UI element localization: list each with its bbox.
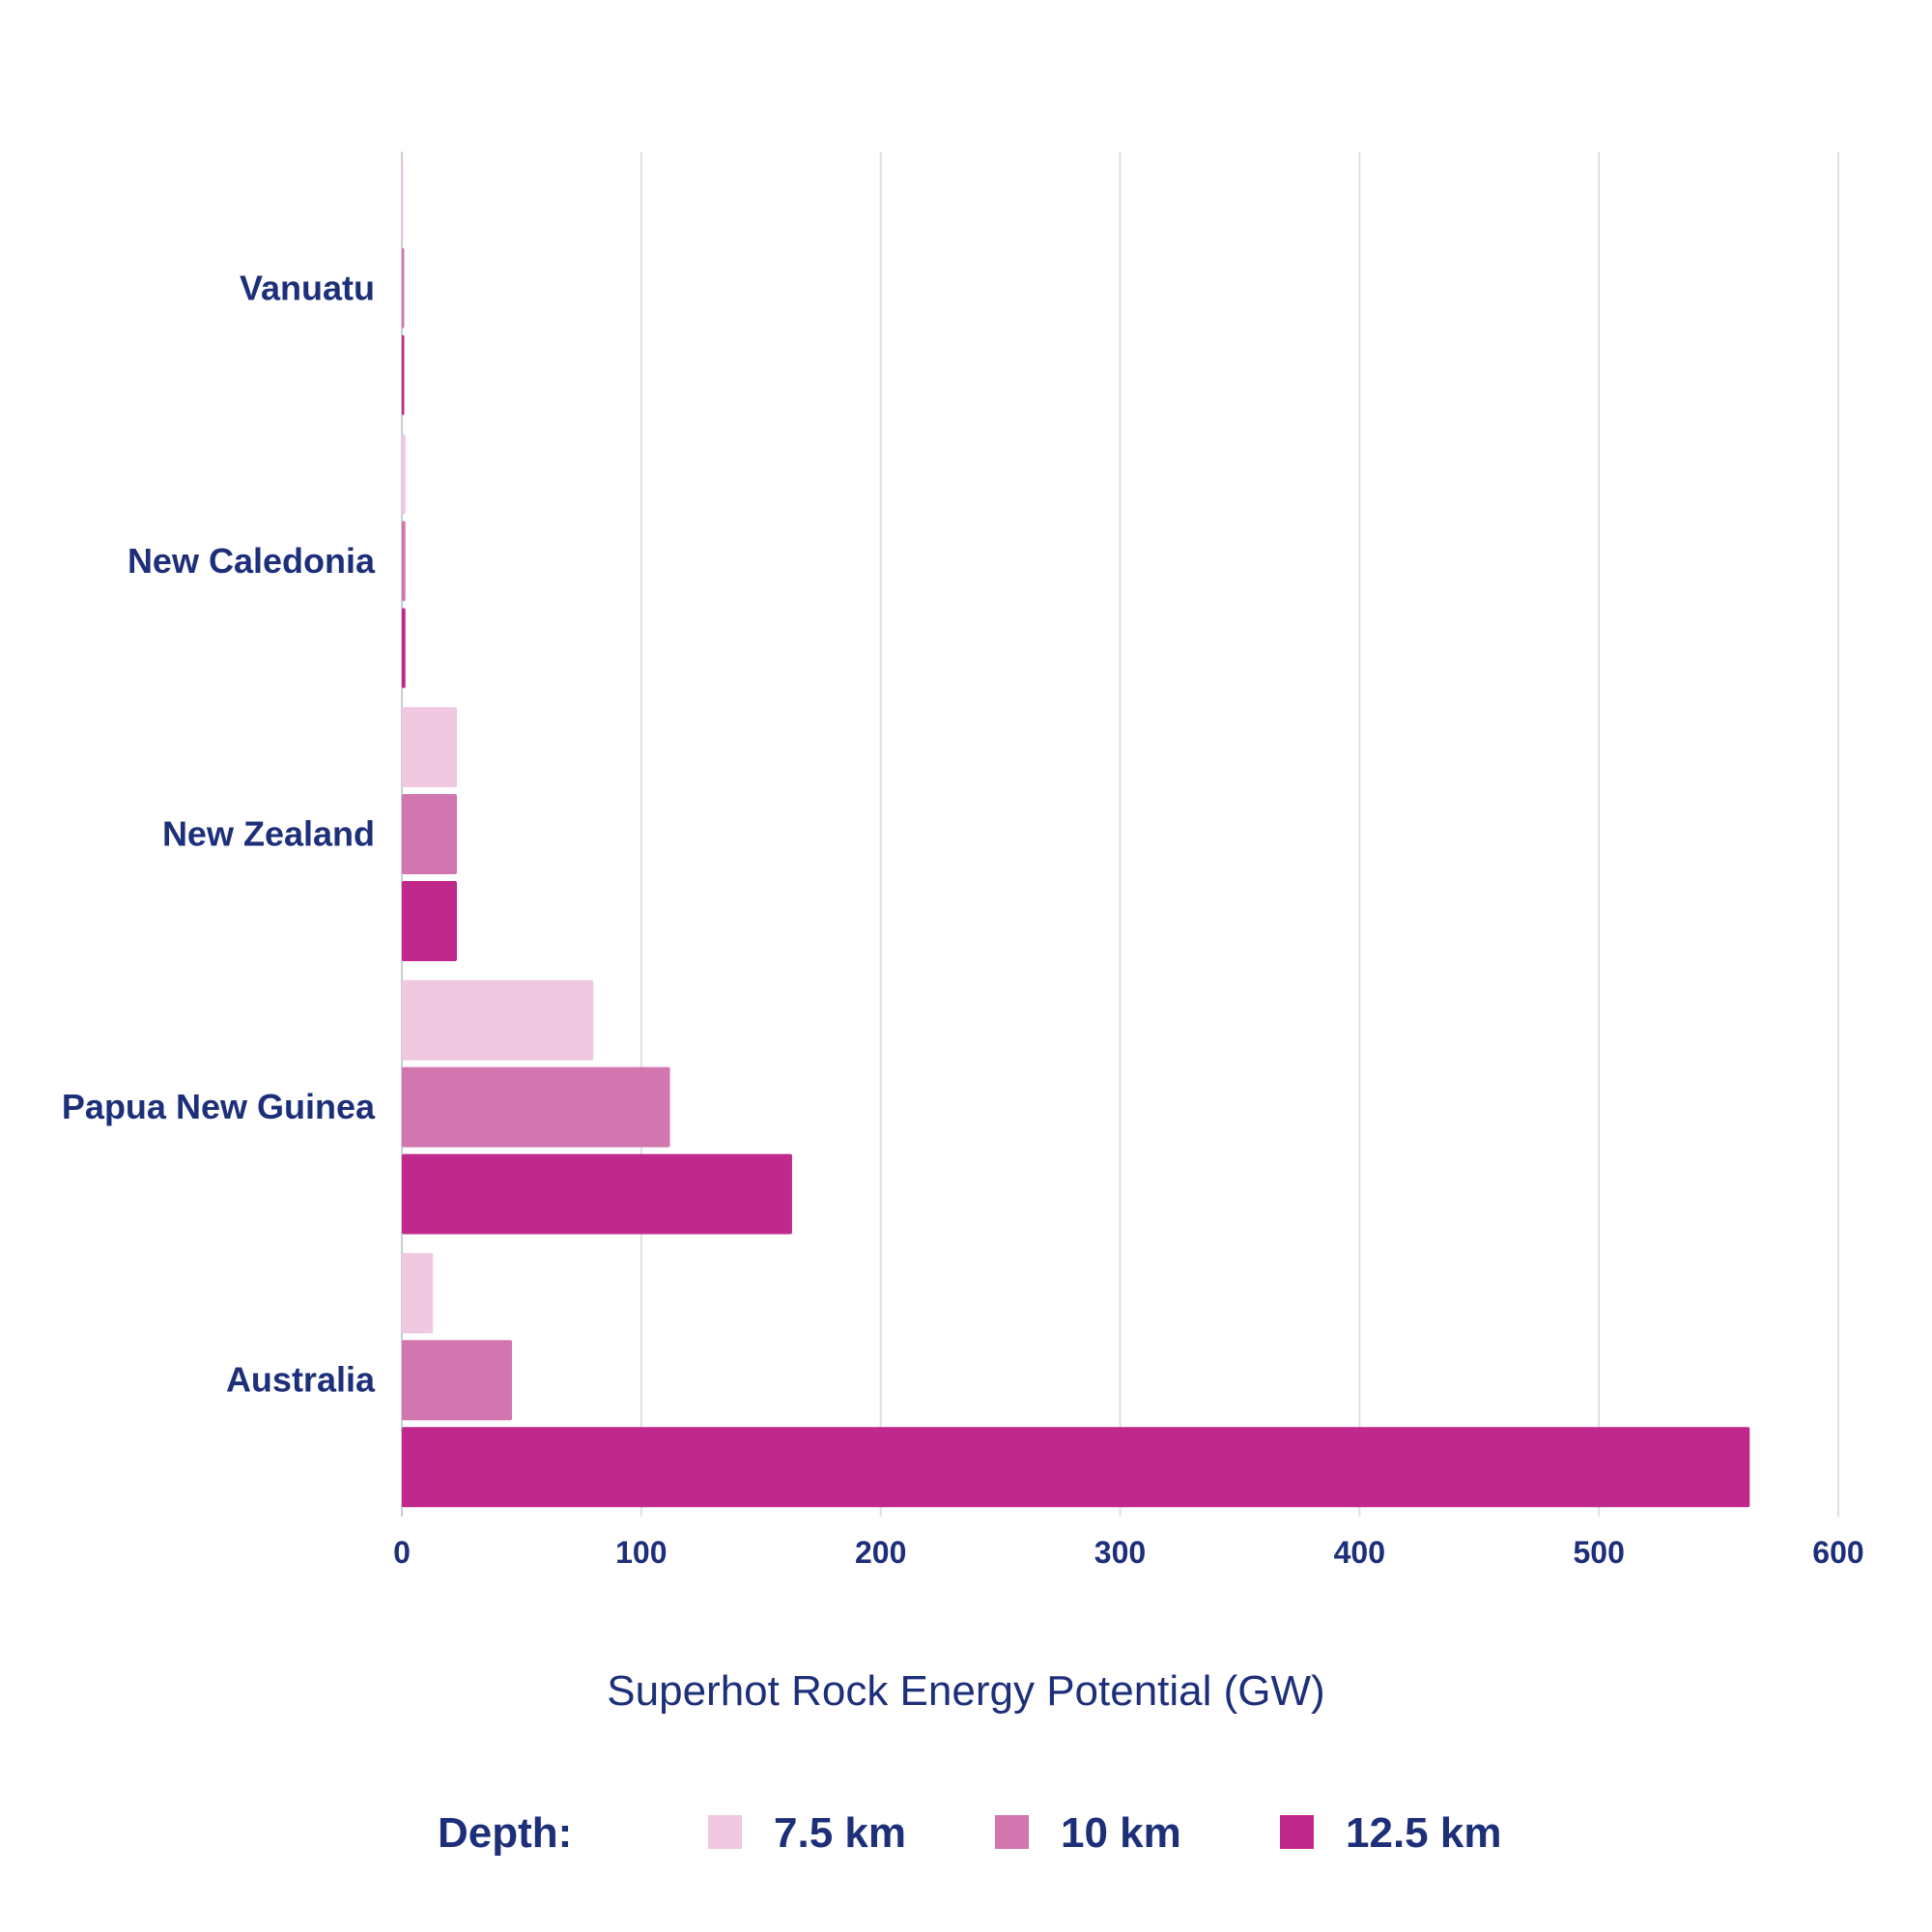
x-tick-label: 0 [393,1535,411,1570]
legend-label-7-5-km: 7.5 km [774,1809,906,1857]
legend-label-10-km: 10 km [1061,1809,1181,1857]
bar-vanuatu-12-5-km [402,334,405,415]
bar-new-caledonia-12-5-km [402,608,406,689]
category-label-new-caledonia: New Caledonia [128,541,376,581]
bar-australia-12-5-km [402,1427,1750,1508]
bars [402,160,1750,1508]
x-tick-label: 500 [1573,1535,1624,1570]
bar-australia-7-5-km [402,1253,434,1334]
category-label-vanuatu: Vanuatu [240,268,375,307]
legend: Depth: 7.5 km 10 km 12.5 km [438,1809,1501,1857]
x-tick-label: 300 [1094,1535,1146,1570]
bar-new-caledonia-7-5-km [402,434,406,515]
bar-papua-new-guinea-7-5-km [402,980,594,1061]
bar-papua-new-guinea-10-km [402,1066,670,1148]
bar-new-zealand-7-5-km [402,707,458,787]
x-axis-title: Superhot Rock Energy Potential (GW) [607,1667,1324,1715]
category-label-new-zealand: New Zealand [162,814,375,854]
bar-new-zealand-12-5-km [402,881,458,961]
x-tick-label: 100 [615,1535,667,1570]
bar-vanuatu-7-5-km [402,160,404,242]
bar-new-zealand-10-km [402,794,458,874]
x-tick-labels: 0 100 200 300 400 500 600 [393,1535,1864,1570]
legend-swatch-7-5-km [708,1815,742,1849]
x-tick-label: 600 [1812,1535,1863,1570]
bar-vanuatu-10-km [402,247,405,328]
x-tick-label: 400 [1334,1535,1385,1570]
legend-title: Depth: [438,1809,572,1857]
gridlines [401,152,1839,1517]
legend-label-12-5-km: 12.5 km [1346,1809,1501,1857]
category-label-australia: Australia [226,1360,376,1400]
category-label-papua-new-guinea: Papua New Guinea [62,1087,376,1126]
bar-new-caledonia-10-km [402,521,406,602]
legend-swatch-10-km [995,1815,1029,1849]
category-labels: Vanuatu New Caledonia New Zealand Papua New… [62,268,376,1399]
bar-papua-new-guinea-12-5-km [402,1153,792,1235]
bar-australia-10-km [402,1340,513,1421]
x-tick-label: 200 [855,1535,906,1570]
legend-swatch-12-5-km [1280,1815,1314,1849]
